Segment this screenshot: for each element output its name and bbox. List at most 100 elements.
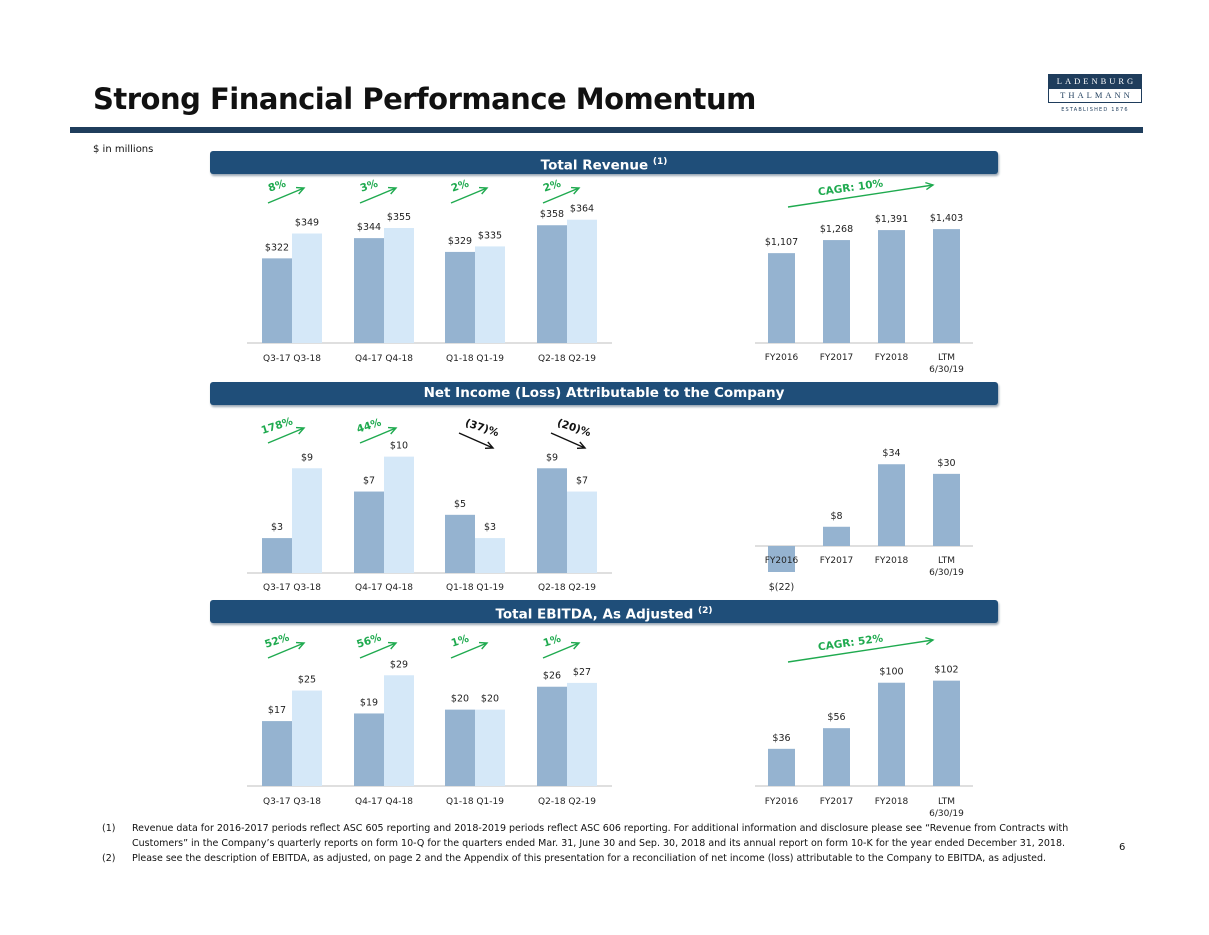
bar — [445, 709, 475, 786]
cagr-arrow — [787, 639, 934, 663]
bar — [537, 468, 567, 573]
growth-arrow — [359, 427, 397, 444]
data-label: $5 — [454, 499, 466, 510]
tick-label: Q3-17 Q3-18 — [263, 797, 321, 807]
growth-arrow-head — [295, 426, 306, 435]
bar — [445, 514, 475, 573]
tick-label: Q1-18 Q1-19 — [446, 354, 504, 364]
data-label: $1,107 — [765, 237, 798, 248]
tick-label: Q2-18 Q2-19 — [538, 354, 596, 364]
bar — [933, 473, 960, 546]
bar — [567, 682, 597, 786]
tick-label: Q4-17 Q4-18 — [355, 583, 413, 593]
data-label: $1,268 — [820, 224, 853, 235]
growth-label: 52% — [263, 631, 291, 650]
decline-arrow-head — [484, 441, 495, 449]
data-label: $30 — [937, 458, 955, 469]
company-logo: LADENBURG THALMANN ESTABLISHED 1876 — [1048, 74, 1142, 113]
growth-arrow-head — [387, 186, 398, 195]
data-label: $344 — [357, 222, 381, 233]
bar — [384, 456, 414, 573]
data-label: $8 — [830, 511, 842, 522]
decline-arrow — [550, 432, 586, 449]
data-label: $19 — [360, 697, 378, 708]
data-label: $349 — [295, 218, 319, 229]
bar — [823, 526, 850, 546]
growth-arrow — [542, 642, 580, 659]
bar — [384, 675, 414, 786]
section-title: Net Income (Loss) Attributable to the Co… — [423, 385, 785, 401]
growth-label: 1% — [542, 633, 563, 650]
data-label: $102 — [934, 665, 958, 676]
growth-arrow-head — [295, 641, 306, 650]
bar — [878, 682, 905, 786]
data-label: $26 — [543, 671, 561, 682]
logo-tagline: ESTABLISHED 1876 — [1061, 107, 1129, 113]
bar — [823, 240, 850, 343]
footnote-1: (1) Revenue data for 2016-2017 periods r… — [102, 821, 1112, 851]
data-label: $3 — [271, 522, 283, 533]
growth-label: 1% — [450, 633, 471, 650]
bar — [768, 748, 795, 786]
data-label: $27 — [573, 667, 591, 678]
growth-arrow — [450, 187, 488, 204]
data-label: $56 — [827, 712, 845, 723]
data-label: $358 — [540, 209, 564, 220]
growth-arrow — [359, 642, 397, 659]
section-header-revenue: Total Revenue (1) — [210, 151, 998, 174]
growth-arrow — [450, 642, 488, 659]
data-label: $9 — [301, 452, 313, 463]
footnotes: (1) Revenue data for 2016-2017 periods r… — [102, 821, 1112, 866]
cagr-label: CAGR: 52% — [817, 632, 884, 653]
tick-label: LTM — [938, 797, 955, 807]
tick-label: FY2016 — [765, 556, 799, 566]
tick-label: FY2016 — [765, 353, 799, 363]
bar — [878, 230, 905, 343]
bar — [475, 709, 505, 786]
bar — [475, 538, 505, 573]
tick-label: FY2018 — [875, 353, 909, 363]
bar — [262, 721, 292, 786]
growth-label: 8% — [267, 178, 288, 195]
bar — [537, 686, 567, 786]
tick-label: Q1-18 Q1-19 — [446, 583, 504, 593]
growth-arrow-head — [295, 186, 306, 195]
data-label: $3 — [484, 522, 496, 533]
bar — [354, 238, 384, 343]
data-label: $355 — [387, 212, 411, 223]
cagr-arrow-head — [925, 181, 935, 191]
bar — [475, 246, 505, 343]
data-label: $329 — [448, 236, 472, 247]
data-label: $29 — [390, 659, 408, 670]
logo-line-2: THALMANN — [1048, 89, 1142, 103]
growth-arrow — [267, 187, 305, 204]
tick-label: LTM — [938, 353, 955, 363]
decline-label: (20)% — [556, 417, 593, 439]
bar — [445, 251, 475, 343]
data-label: $1,403 — [930, 213, 963, 224]
growth-arrow — [359, 187, 397, 204]
bar — [292, 690, 322, 786]
footnote-number: (2) — [102, 853, 116, 864]
tick-label: FY2017 — [820, 797, 854, 807]
data-label: $20 — [481, 694, 499, 705]
footnote-text: Revenue data for 2016-2017 periods refle… — [132, 823, 1069, 849]
growth-label: 2% — [450, 178, 471, 195]
bar — [262, 538, 292, 573]
tick-label: Q2-18 Q2-19 — [538, 797, 596, 807]
data-label: $20 — [451, 694, 469, 705]
growth-arrow-head — [478, 641, 489, 650]
decline-arrow-head — [576, 441, 587, 449]
growth-arrow-head — [387, 641, 398, 650]
units-note: $ in millions — [93, 144, 154, 155]
cagr-arrow-head — [925, 636, 935, 646]
bar — [262, 258, 292, 343]
tick-label: 6/30/19 — [929, 809, 964, 819]
growth-arrow-head — [570, 641, 581, 650]
bar — [354, 491, 384, 573]
bar — [768, 253, 795, 343]
tick-label: Q3-17 Q3-18 — [263, 583, 321, 593]
bar — [878, 464, 905, 546]
tick-label: FY2016 — [765, 797, 799, 807]
